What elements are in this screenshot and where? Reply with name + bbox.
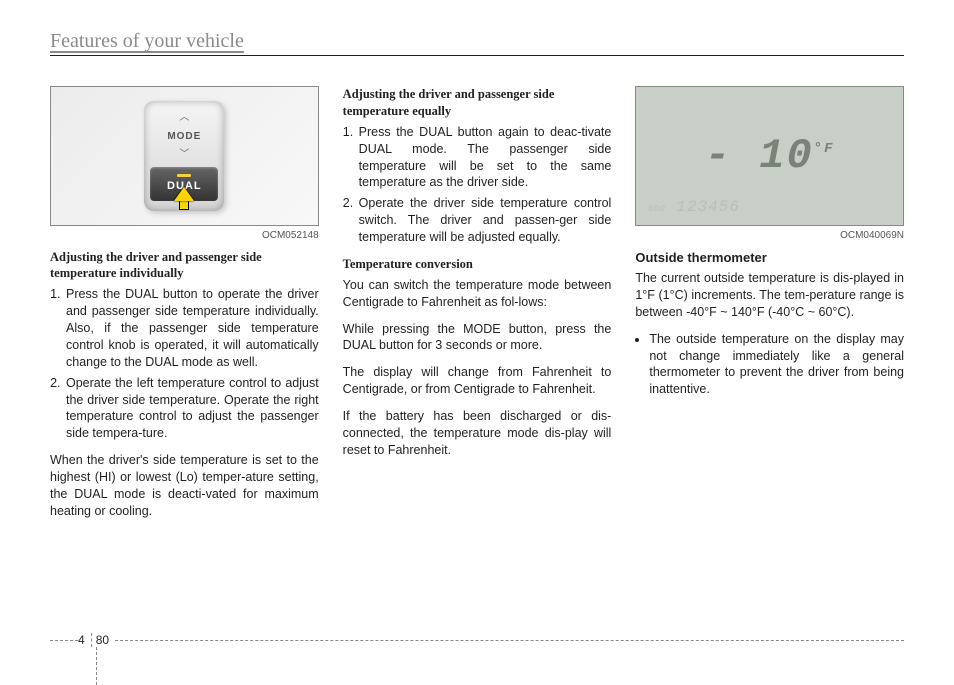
section-number: 4 <box>78 633 92 647</box>
para-conv-3: The display will change from Fahrenheit … <box>343 364 612 398</box>
page-footer: 480 <box>50 640 904 645</box>
figure-lcd: - 10°F ODO 123456 <box>635 86 904 226</box>
chevron-down-icon: ﹀ <box>179 148 189 162</box>
subhead-conversion: Temperature conversion <box>343 256 612 273</box>
lcd-odometer: ODO 123456 <box>648 197 740 219</box>
subhead-individual: Adjusting the driver and passenger side … <box>50 249 319 283</box>
chevron-up-icon: ︿ <box>179 111 189 125</box>
column-1: ︿ MODE ﹀ DUAL OCM052148 Adjusting the dr… <box>50 86 319 530</box>
header-title: Features of your vehicle <box>50 30 244 52</box>
subhead-equally: Adjusting the driver and passenger side … <box>343 86 612 120</box>
mode-dual-control: ︿ MODE ﹀ DUAL <box>144 101 224 211</box>
list-equally: Press the DUAL button again to deac-tiva… <box>343 124 612 246</box>
para-conv-4: If the battery has been discharged or di… <box>343 408 612 459</box>
list-item: Operate the driver side temperature cont… <box>357 195 612 246</box>
subhead-thermometer: Outside thermometer <box>635 249 904 267</box>
list-item: Press the DUAL button to operate the dri… <box>64 286 319 370</box>
column-3: - 10°F ODO 123456 OCM040069N Outside the… <box>635 86 904 530</box>
page-no: 80 <box>96 633 109 647</box>
lcd-unit: °F <box>814 141 835 157</box>
pointer-arrow-icon <box>174 187 194 201</box>
list-item: Press the DUAL button again to deac-tiva… <box>357 124 612 192</box>
para-thermo: The current outside temperature is dis-p… <box>635 270 904 321</box>
para-conv-1: You can switch the temperature mode betw… <box>343 277 612 311</box>
column-2: Adjusting the driver and passenger side … <box>343 86 612 530</box>
list-thermo: The outside temperature on the display m… <box>635 331 904 399</box>
list-item: Operate the left temperature control to … <box>64 375 319 443</box>
list-item: The outside temperature on the display m… <box>649 331 904 399</box>
dual-led-icon <box>177 174 191 177</box>
figure-dual-button: ︿ MODE ﹀ DUAL <box>50 86 319 226</box>
para-dual-note: When the driver's side temperature is se… <box>50 452 319 520</box>
lcd-odo-label: ODO <box>648 205 665 214</box>
lcd-temperature: - 10°F <box>705 128 835 185</box>
figure-code-2: OCM040069N <box>635 229 904 243</box>
content-columns: ︿ MODE ﹀ DUAL OCM052148 Adjusting the dr… <box>50 86 904 530</box>
lcd-value: - 10 <box>705 132 814 180</box>
para-conv-2: While pressing the MODE button, press th… <box>343 321 612 355</box>
mode-label: MODE <box>167 130 201 144</box>
list-individual: Press the DUAL button to operate the dri… <box>50 286 319 442</box>
page-header: Features of your vehicle <box>50 30 904 56</box>
lcd-odo-value: 123456 <box>676 198 740 216</box>
page-number: 4 80 <box>78 633 115 647</box>
figure-code-1: OCM052148 <box>50 229 319 243</box>
